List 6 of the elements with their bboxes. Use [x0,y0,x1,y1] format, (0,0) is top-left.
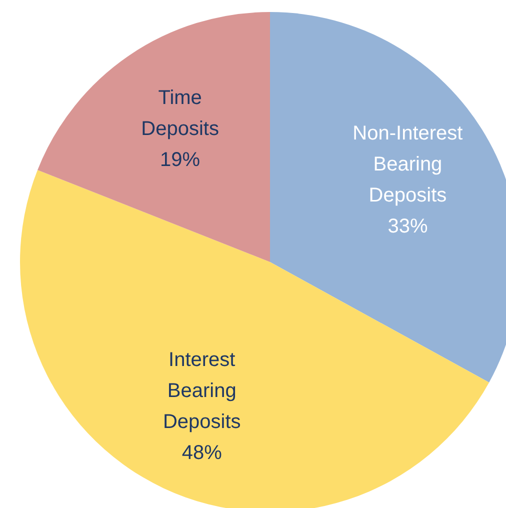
slice-label: Non-Interest Bearing Deposits [352,122,464,207]
data-label: 48% [182,442,222,464]
data-label: 33% [388,216,428,238]
slice-label: Interest Bearing Deposits [162,348,241,433]
data-label: 19% [160,149,200,172]
slice-label: Time Deposits [141,87,219,140]
